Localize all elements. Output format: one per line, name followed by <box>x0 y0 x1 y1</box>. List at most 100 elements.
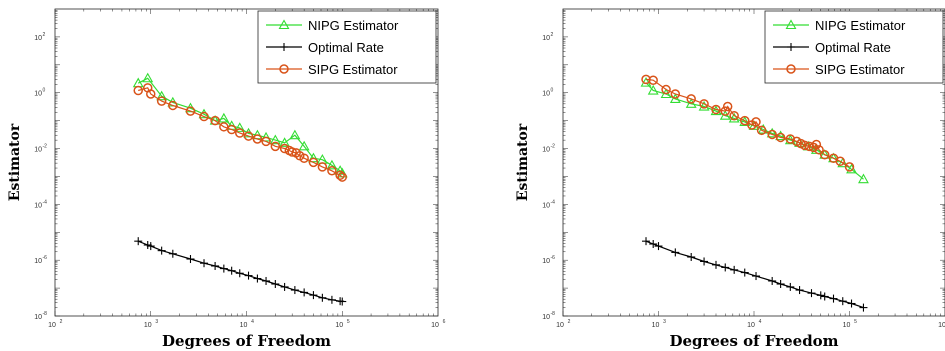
data-point <box>226 124 237 135</box>
data-point <box>721 263 730 272</box>
data-point <box>200 259 209 268</box>
x-tick-exponent: 3 <box>155 319 158 325</box>
data-point <box>685 98 697 108</box>
data-point <box>740 268 749 277</box>
data-point <box>816 291 825 300</box>
axis-ticks <box>54 9 438 317</box>
x-tick-exponent: 4 <box>759 319 762 325</box>
data-point <box>785 134 796 144</box>
data-point <box>844 162 855 172</box>
data-point <box>642 237 651 246</box>
data-point <box>835 156 845 167</box>
data-point <box>814 145 824 155</box>
data-point <box>837 157 849 168</box>
data-point <box>838 297 847 306</box>
data-point <box>279 137 291 147</box>
y-tick-label: 10 <box>34 147 42 154</box>
data-point <box>134 237 143 246</box>
y-tick-label: 10 <box>34 35 42 42</box>
data-point <box>227 266 236 275</box>
legend: NIPG Estimator Optimal Rate SIPG Estimator <box>764 10 944 84</box>
data-point <box>669 93 681 103</box>
data-point <box>219 264 228 273</box>
data-point <box>648 75 658 85</box>
x-tick-exponent: 6 <box>443 319 446 325</box>
data-point <box>211 261 220 270</box>
data-point <box>307 152 319 163</box>
data-point <box>186 255 195 264</box>
y-tick-label: 10 <box>34 202 42 209</box>
data-point <box>820 292 829 301</box>
y-tick-label: 10 <box>542 314 550 321</box>
data-point <box>252 134 263 144</box>
data-point <box>710 105 722 116</box>
data-point <box>728 112 740 123</box>
data-point <box>775 132 786 143</box>
x-tick-exponent: 2 <box>568 319 571 325</box>
data-point <box>711 260 720 269</box>
legend-marker <box>279 64 289 74</box>
data-point <box>729 110 739 121</box>
data-point <box>261 136 271 147</box>
x-tick-exponent: 5 <box>854 319 857 325</box>
data-point <box>271 280 280 289</box>
y-tick-exponent: -2 <box>551 144 556 150</box>
data-point <box>156 90 168 101</box>
y-tick-exponent: 0 <box>551 88 554 94</box>
y-tick-exponent: -6 <box>43 255 48 261</box>
data-point <box>739 115 750 126</box>
y-tick-exponent: 2 <box>551 32 554 38</box>
data-point <box>234 122 246 132</box>
data-point <box>786 282 795 291</box>
data-point <box>766 127 778 138</box>
data-point <box>811 139 822 150</box>
x-tick-label: 10 <box>556 322 564 329</box>
y-tick-label: 10 <box>34 91 42 98</box>
data-point <box>327 295 336 304</box>
data-point <box>308 157 319 168</box>
data-point <box>185 106 196 116</box>
legend-item-label: Optimal Rate <box>815 40 891 55</box>
y-tick-exponent: -6 <box>551 255 556 261</box>
y-tick-label: 10 <box>542 202 550 209</box>
data-point <box>317 162 328 172</box>
data-point <box>671 248 680 257</box>
data-point <box>146 242 155 251</box>
data-point <box>338 297 347 306</box>
data-point <box>300 288 309 297</box>
data-point <box>807 289 816 298</box>
y-tick-label: 10 <box>34 314 42 321</box>
series-optimal-rate <box>642 237 868 312</box>
data-point <box>858 173 869 184</box>
x-tick-label: 10 <box>144 322 152 329</box>
data-point <box>767 129 777 140</box>
series-line <box>137 77 343 174</box>
data-point <box>157 246 166 255</box>
data-point <box>168 249 177 258</box>
data-point <box>670 89 681 99</box>
x-tick-label: 10 <box>431 322 439 329</box>
data-point <box>859 303 868 312</box>
y-tick-exponent: -8 <box>551 311 556 317</box>
legend-marker <box>278 19 290 30</box>
data-point <box>768 276 777 285</box>
data-point <box>269 134 281 145</box>
data-point <box>808 142 819 153</box>
y-tick-label: 10 <box>542 91 550 98</box>
data-point <box>641 74 651 85</box>
data-point <box>326 159 338 170</box>
data-point <box>235 269 244 278</box>
data-point <box>253 274 262 283</box>
data-point <box>289 129 301 140</box>
legend-item-label: NIPG Estimator <box>815 18 906 33</box>
data-point <box>847 299 856 308</box>
data-point <box>309 291 318 300</box>
data-point <box>199 111 209 122</box>
data-point <box>337 172 347 182</box>
x-tick-label: 10 <box>938 322 945 329</box>
data-point <box>335 170 345 181</box>
data-point <box>698 100 710 111</box>
data-point <box>800 140 810 151</box>
data-point <box>775 130 787 141</box>
